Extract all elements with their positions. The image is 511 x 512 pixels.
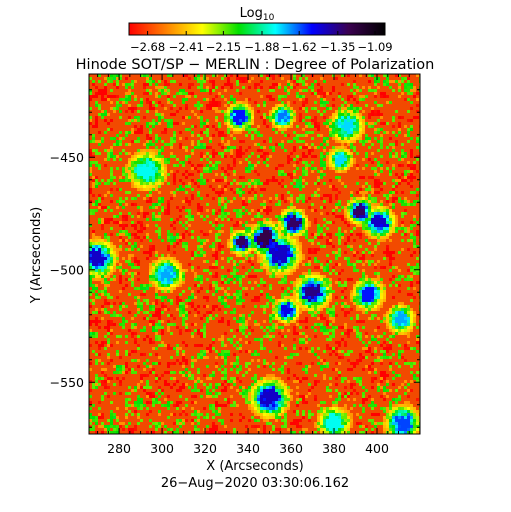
y-axis: −450 −500 −550 (50, 89, 420, 428)
colorbar-tick-label: −2.41 (169, 40, 204, 54)
colorbar (128, 22, 386, 36)
y-tick-label: −450 (50, 150, 84, 165)
y-axis-label: Y (Arcseconds) (29, 207, 44, 304)
x-tick-label: 360 (279, 441, 303, 456)
x-axis: 280 300 320 340 360 380 400 (97, 74, 410, 456)
colorbar-ticks: −2.68 −2.41 −2.15 −1.88 −1.62 −1.35 −1.09 (130, 31, 393, 54)
x-tick-label: 400 (365, 441, 389, 456)
colorbar-tick-label: −2.15 (206, 40, 241, 54)
y-tick-label: −550 (50, 375, 84, 390)
x-tick-label: 340 (236, 441, 260, 456)
colorbar-tick-label: −1.09 (357, 40, 392, 54)
x-axis-label: X (Arcseconds) (206, 459, 303, 474)
colorbar-tick-label: −2.68 (130, 40, 165, 54)
x-tick-label: 280 (107, 441, 131, 456)
colorbar-label: Log10 (240, 6, 275, 23)
x-tick-label: 300 (150, 441, 174, 456)
chart-title: Hinode SOT/SP − MERLIN : Degree of Polar… (76, 57, 435, 73)
colorbar-tick-label: −1.62 (282, 40, 317, 54)
x-tick-label: 320 (193, 441, 217, 456)
date-label: 26−Aug−2020 03:30:06.162 (161, 476, 349, 491)
y-tick-label: −500 (50, 262, 84, 277)
colorbar-tick-label: −1.35 (320, 40, 355, 54)
plot-frame (88, 73, 421, 435)
heatmap (89, 74, 420, 434)
colorbar-tick-label: −1.88 (244, 40, 279, 54)
x-tick-label: 380 (322, 441, 346, 456)
